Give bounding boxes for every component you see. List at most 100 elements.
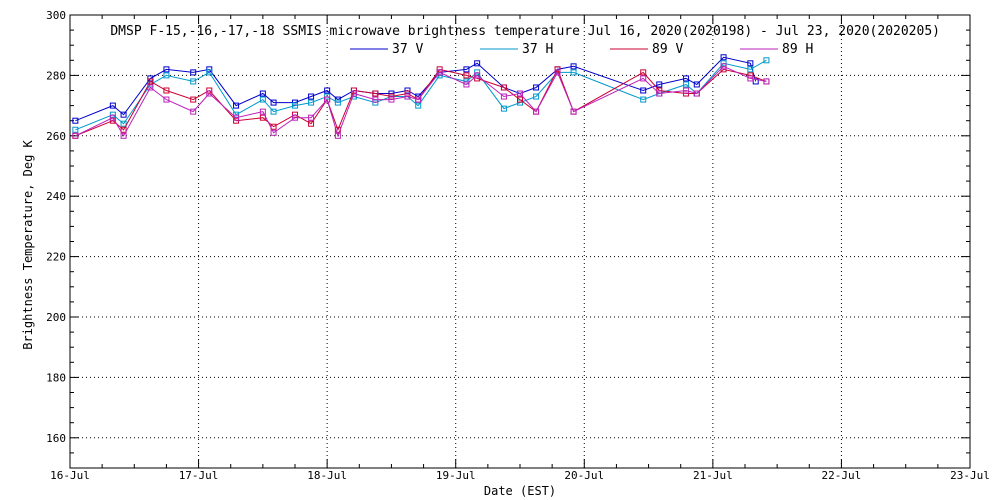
data-point — [292, 99, 298, 106]
data-point — [308, 114, 315, 121]
data-point — [233, 102, 240, 109]
data-point — [259, 114, 266, 121]
data-point — [163, 96, 170, 103]
data-point — [206, 69, 213, 76]
data-point — [190, 96, 197, 103]
data-point — [72, 132, 79, 139]
y-tick-labels: 160 180 200 220 240 260 280 300 — [46, 9, 66, 445]
data-point — [334, 132, 341, 139]
plot-frame — [69, 14, 971, 469]
series-line — [75, 59, 767, 131]
series-89-h — [72, 63, 770, 139]
chart-title: DMSP F-15,-16,-17,-18 SSMIS microwave br… — [110, 24, 940, 39]
data-point — [763, 78, 770, 85]
data-point — [720, 63, 727, 70]
data-point — [747, 75, 754, 82]
x-tick-label: 19-Jul — [436, 469, 476, 482]
data-point — [292, 111, 298, 118]
data-point — [259, 90, 266, 97]
data-point — [324, 87, 331, 94]
data-point — [147, 84, 154, 91]
x-tick-labels: 16-Jul 17-Jul 18-Jul 19-Jul 20-Jul 21-Jul 22-J… — [50, 469, 990, 482]
data-point — [517, 90, 523, 97]
data-point — [533, 108, 540, 115]
data-point — [415, 96, 422, 103]
data-point — [683, 81, 690, 88]
data-point — [463, 66, 470, 73]
x-tick-label: 23-Jul — [950, 469, 990, 482]
y-tick-label: 200 — [46, 311, 66, 324]
data-point — [120, 126, 127, 133]
data-point — [270, 108, 277, 115]
data-point — [533, 93, 540, 100]
data-point — [554, 69, 561, 76]
data-point — [163, 72, 170, 79]
data-point — [693, 90, 700, 97]
data-point — [517, 96, 523, 103]
data-point — [500, 105, 507, 112]
x-tick-label: 21-Jul — [693, 469, 733, 482]
data-point — [120, 120, 127, 127]
y-axis-label: Brightness Temperature, Deg K — [21, 139, 35, 349]
data-point — [190, 78, 197, 85]
data-point — [259, 108, 266, 115]
y-tick-label: 180 — [46, 371, 66, 384]
data-point — [640, 75, 647, 82]
data-point — [72, 117, 79, 124]
data-point — [747, 60, 754, 67]
data-point — [324, 96, 331, 103]
x-tick-label: 17-Jul — [179, 469, 219, 482]
grid — [70, 15, 970, 468]
series-line — [75, 56, 757, 122]
data-point — [656, 81, 663, 88]
data-point — [533, 84, 540, 91]
data-point — [683, 90, 690, 97]
data-point — [72, 126, 79, 133]
data-point — [640, 69, 647, 76]
data-point — [233, 114, 240, 121]
legend-label: 89 V — [652, 42, 683, 57]
data-point — [120, 111, 127, 118]
data-point — [683, 75, 690, 82]
data-point — [436, 69, 443, 76]
x-tick-label: 18-Jul — [307, 469, 347, 482]
legend-label: 37 V — [392, 42, 423, 57]
data-point — [334, 99, 341, 106]
data-point — [500, 84, 507, 91]
axis-ticks — [69, 14, 971, 469]
data-point — [109, 102, 116, 109]
data-point — [292, 114, 298, 121]
data-point — [163, 66, 170, 73]
series-line — [75, 65, 767, 138]
data-point — [500, 93, 507, 100]
series-37-v — [72, 54, 759, 124]
y-tick-label: 300 — [46, 9, 66, 22]
x-axis-label: Date (EST) — [484, 484, 556, 498]
data-point — [404, 93, 411, 100]
legend-label: 89 H — [782, 42, 813, 57]
data-point — [308, 93, 315, 100]
data-point — [308, 99, 315, 106]
data-point — [415, 102, 422, 109]
data-point — [570, 108, 577, 115]
data-point — [693, 81, 700, 88]
data-point — [656, 90, 663, 97]
series-line — [75, 68, 767, 137]
data-point — [163, 87, 170, 94]
y-tick-label: 160 — [46, 432, 66, 445]
data-point — [570, 69, 577, 76]
legend-label: 37 H — [522, 42, 553, 57]
data-point — [474, 72, 481, 79]
data-point — [372, 96, 379, 103]
data-point — [147, 78, 154, 85]
data-point — [190, 69, 197, 76]
x-tick-label: 16-Jul — [50, 469, 90, 482]
data-point — [763, 57, 770, 64]
data-series — [72, 54, 770, 139]
data-point — [436, 66, 443, 73]
data-point — [474, 60, 481, 67]
data-point — [190, 108, 197, 115]
data-point — [388, 96, 395, 103]
data-point — [259, 96, 266, 103]
